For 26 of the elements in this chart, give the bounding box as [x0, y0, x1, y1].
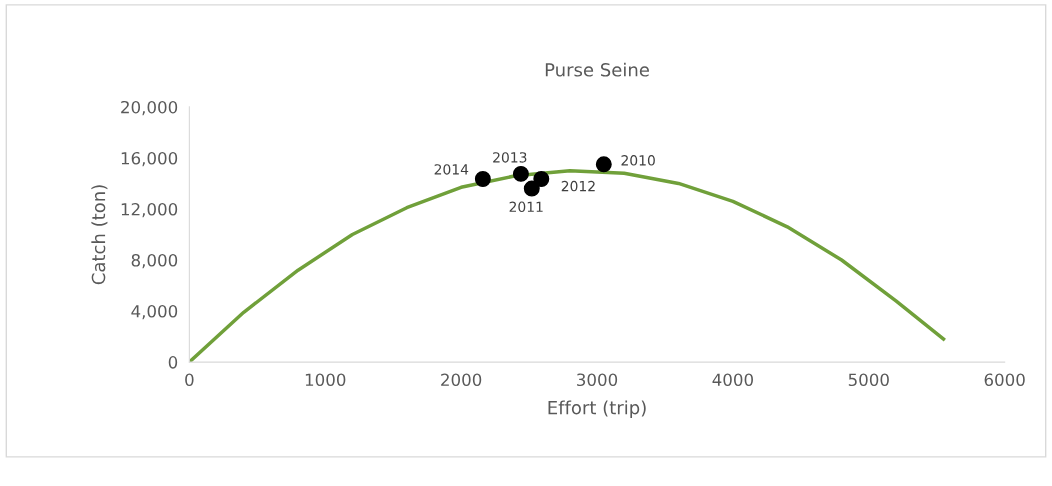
annotation: 2011 [509, 201, 543, 213]
point [512, 165, 529, 182]
point [533, 171, 550, 187]
y-tick-label: 8,000 [131, 253, 178, 269]
x-tick-label: 6000 [984, 373, 1025, 387]
annotation: 2013 [493, 152, 527, 163]
x-tick-label: 4000 [712, 373, 753, 387]
x-tick-label: 5000 [848, 373, 889, 387]
x-tick-label: 1000 [305, 373, 346, 387]
x-axis-title: Effort (trip) [548, 400, 646, 418]
point [474, 171, 491, 187]
y-tick-label: 12,000 [121, 202, 178, 218]
y-tick-label: 16,000 [121, 151, 178, 167]
y-axis-title: Catch (ton) [91, 185, 108, 285]
chart-title: Purse Seine [545, 62, 649, 77]
point [523, 180, 540, 197]
point [595, 156, 612, 173]
y-tick-label: 20,000 [121, 100, 178, 116]
x-tick-label: 2000 [441, 373, 482, 387]
y-tick-label: 4,000 [131, 305, 178, 320]
annotation: 2010 [621, 155, 655, 166]
annotation: 2014 [434, 164, 469, 175]
y-tick-label: 0 [168, 356, 178, 369]
x-tick-label: 3000 [577, 373, 618, 387]
annotation: 2012 [561, 180, 595, 192]
x-tick-label: 0 [185, 373, 194, 387]
